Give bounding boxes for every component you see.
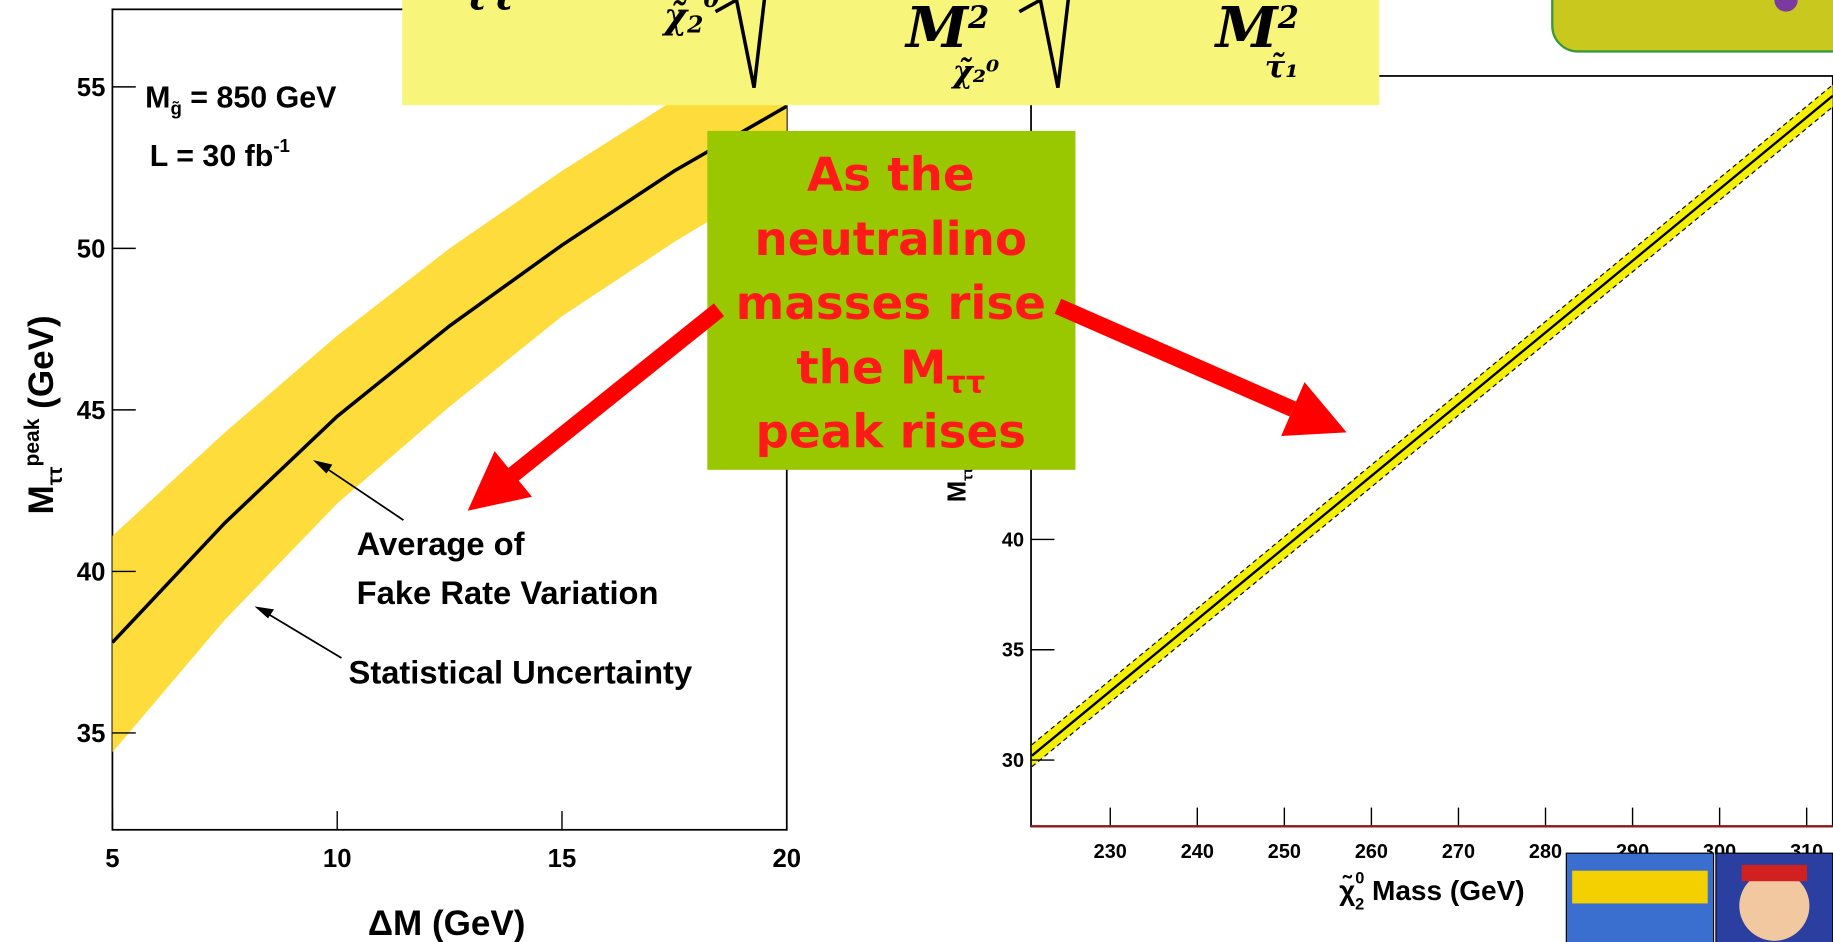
x-tick-label: 15 xyxy=(548,845,577,873)
formula-term3: M2 xyxy=(1214,0,1299,61)
x-axis-label-part: 0 xyxy=(1355,870,1364,888)
y-tick-label: 40 xyxy=(77,558,106,586)
y-tick-label: 35 xyxy=(1002,640,1024,662)
x-tick-label: 230 xyxy=(1094,841,1127,863)
arrow-head xyxy=(254,606,275,619)
callout-line: peak rises xyxy=(756,406,1026,460)
y-axis-label-part: ττ xyxy=(960,467,977,481)
annotation: Fake Rate Variation xyxy=(357,574,659,611)
line xyxy=(112,104,787,644)
band-edge xyxy=(1031,84,1833,746)
annotation-part: -1 xyxy=(273,135,290,156)
callout-box xyxy=(707,130,1076,470)
decoration xyxy=(1774,0,1798,12)
arrow xyxy=(508,303,725,481)
x-axis-label-part: Mass (GeV) xyxy=(1364,875,1524,906)
callout-line: masses rise xyxy=(736,277,1046,331)
line xyxy=(1031,94,1833,757)
x-axis-label-part: χ̃ xyxy=(1339,875,1355,906)
x-tick-label: 250 xyxy=(1268,841,1301,863)
x-tick-label: 240 xyxy=(1181,841,1214,863)
y-axis-label-part: M xyxy=(944,481,972,502)
y-tick-label: 55 xyxy=(77,74,106,102)
callout-part: ττ xyxy=(946,366,985,401)
x-tick-label: 5 xyxy=(105,845,119,873)
uncertainty-band xyxy=(112,35,787,753)
arrow xyxy=(259,608,342,659)
y-axis-label-part: (GeV) xyxy=(22,315,61,418)
callout-part: the M xyxy=(796,341,946,395)
y-tick-label: 50 xyxy=(77,235,106,263)
annotation-part: L = 30 fb xyxy=(150,139,274,173)
x-tick-label: 270 xyxy=(1442,841,1475,863)
sqrt-sign xyxy=(714,0,767,88)
y-tick-label: 45 xyxy=(77,397,106,425)
x-tick-label: 260 xyxy=(1355,841,1388,863)
formula-part: M xyxy=(904,0,970,61)
x-tick-label: 20 xyxy=(772,845,801,873)
callout-line: the Mττ xyxy=(796,341,985,400)
y-axis-label-part: M xyxy=(22,485,61,514)
plot-area xyxy=(112,35,787,753)
annotation-part: M xyxy=(145,81,170,115)
annotation: Statistical Uncertainty xyxy=(348,654,692,691)
annotation-part: g̃ xyxy=(170,98,181,119)
formula-box xyxy=(402,0,1380,106)
formula-lhs: ττ xyxy=(462,0,516,19)
formula-term3-sub: τ̃₁ xyxy=(1265,49,1299,85)
formula-term1: χ̃20 xyxy=(661,0,720,39)
annotation-part: = 850 GeV xyxy=(182,81,337,115)
picture-detail xyxy=(1572,870,1708,904)
formula-part: χ̃ xyxy=(661,0,689,37)
callout-line: neutralino xyxy=(754,213,1027,267)
y-axis-label-part: peak xyxy=(21,418,44,466)
arrow-head xyxy=(312,460,333,474)
callout-arrows xyxy=(467,298,1347,511)
decoration xyxy=(1551,0,1833,53)
callout-line: As the xyxy=(807,149,975,203)
plot-area xyxy=(1031,84,1833,768)
y-tick-label: 35 xyxy=(77,720,106,748)
formula: ττ χ̃20 M2 χ̃₂⁰ M2 τ̃₁ xyxy=(462,0,1299,90)
arrow-head xyxy=(467,451,532,511)
picture-detail xyxy=(1741,864,1808,882)
callout: As the neutralino masses rise the Mττ pe… xyxy=(736,149,1046,460)
formula-part: 2 xyxy=(686,11,703,39)
arrow xyxy=(1054,298,1297,417)
picture-detail xyxy=(1739,870,1810,941)
band-edge xyxy=(1031,106,1833,768)
x-axis-label: χ̃0 2 Mass (GeV) xyxy=(1339,870,1524,914)
pictures xyxy=(1565,852,1833,942)
arrow xyxy=(317,462,404,521)
formula-part: 2 xyxy=(1277,0,1299,36)
y-axis-label-part: ττ xyxy=(44,466,67,485)
y-tick-label: 40 xyxy=(1002,529,1024,551)
y-axis-label: Mττpeak (GeV) xyxy=(21,315,67,514)
x-tick-label: 10 xyxy=(323,845,352,873)
x-axis-label-part: 2 xyxy=(1355,895,1364,913)
x-tick-label: 280 xyxy=(1529,841,1562,863)
formula-term2: M2 xyxy=(904,0,989,61)
arrow-head xyxy=(1281,382,1347,436)
formula-part: M xyxy=(1214,0,1280,61)
annotation: Average of xyxy=(357,525,525,562)
annotation: Mg̃ = 850 GeV xyxy=(145,81,337,119)
x-axis-label: ΔM (GeV) xyxy=(368,904,526,942)
formula-part: 2 xyxy=(967,0,989,36)
formula-term2-sub: χ̃₂⁰ xyxy=(951,54,1000,90)
annotation-arrows xyxy=(254,460,404,659)
annotation: L = 30 fb-1 xyxy=(150,135,290,173)
sqrt-sign xyxy=(1018,0,1070,88)
y-tick-label: 30 xyxy=(1002,750,1024,772)
